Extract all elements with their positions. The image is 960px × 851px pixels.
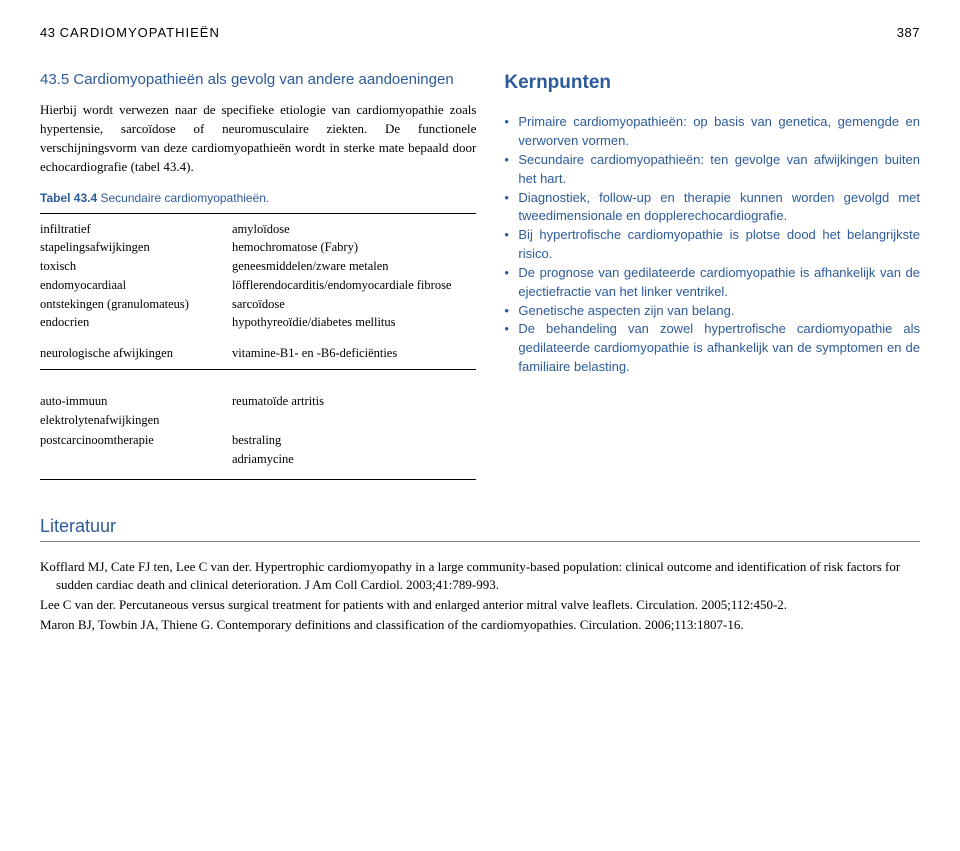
- table-cell: [40, 450, 232, 469]
- reference-item: Maron BJ, Towbin JA, Thiene G. Contempor…: [40, 616, 920, 634]
- chapter-number: 43: [40, 25, 55, 40]
- table-row: infiltratiefamyloïdose: [40, 220, 476, 239]
- right-column: Kernpunten Primaire cardiomyopathieën: o…: [504, 70, 920, 481]
- literatuur-heading: Literatuur: [40, 514, 920, 541]
- section-number: 43.5: [40, 71, 69, 88]
- table-row: toxischgeneesmiddelen/zware metalen: [40, 257, 476, 276]
- kernpunten-list: Primaire cardiomyopathieën: op basis van…: [504, 113, 920, 377]
- kernpunten-item: Secundaire cardiomyopathieën: ten gevolg…: [504, 151, 920, 189]
- table-cell: ontstekingen (granulomateus): [40, 295, 232, 314]
- references-list: Kofflard MJ, Cate FJ ten, Lee C van der.…: [40, 558, 920, 635]
- reference-item: Lee C van der. Percutaneous versus surgi…: [40, 596, 920, 614]
- table-434-gap-row: neurologische afwijkingenvitamine-B1- en…: [40, 344, 476, 363]
- kernpunten-item: De behandeling van zowel hypertrofische …: [504, 320, 920, 377]
- kernpunten-item: De prognose van gedilateerde cardiomyopa…: [504, 264, 920, 302]
- table-cell: endocrien: [40, 313, 232, 332]
- table-cell: endomyocardiaal: [40, 276, 232, 295]
- table-cell: auto-immuun: [40, 392, 232, 411]
- kernpunten-item: Primaire cardiomyopathieën: op basis van…: [504, 113, 920, 151]
- table-row: neurologische afwijkingenvitamine-B1- en…: [40, 344, 476, 363]
- section-title: Cardiomyopathieën als gevolg van andere …: [73, 71, 453, 88]
- table-cell: [232, 411, 476, 430]
- table-cell: vitamine-B1- en -B6-deficiënties: [232, 344, 476, 363]
- table-cell: hemochromatose (Fabry): [232, 238, 476, 257]
- running-header: 43 CARDIOMYOPATHIEËN 387: [40, 24, 920, 42]
- table-cell: geneesmiddelen/zware metalen: [232, 257, 476, 276]
- table-row: adriamycine: [40, 450, 476, 469]
- table-cell: postcarcinoomtherapie: [40, 431, 232, 450]
- table-cell: löfflerendocarditis/endomyocardiale fibr…: [232, 276, 476, 295]
- table-cell: amyloïdose: [232, 220, 476, 239]
- reference-item: Kofflard MJ, Cate FJ ten, Lee C van der.…: [40, 558, 920, 594]
- table-caption-text: Secundaire cardiomyopathieën.: [100, 191, 269, 205]
- left-column: 43.5 Cardiomyopathieën als gevolg van an…: [40, 70, 476, 481]
- table-cell: bestraling: [232, 431, 476, 450]
- table-cell: toxisch: [40, 257, 232, 276]
- table-row: endomyocardiaallöfflerendocarditis/endom…: [40, 276, 476, 295]
- table-cell: adriamycine: [232, 450, 476, 469]
- two-column-layout: 43.5 Cardiomyopathieën als gevolg van an…: [40, 70, 920, 481]
- table-cell: stapelingsafwijkingen: [40, 238, 232, 257]
- table-434-section2: auto-immuunreumatoïde artritiselektrolyt…: [40, 392, 476, 470]
- table-cell: infiltratief: [40, 220, 232, 239]
- section-heading: 43.5 Cardiomyopathieën als gevolg van an…: [40, 70, 476, 90]
- table-row: postcarcinoomtherapiebestraling: [40, 431, 476, 450]
- table-caption: Tabel 43.4 Secundaire cardiomyopathieën.: [40, 190, 476, 206]
- table-cell: hypothyreoïdie/diabetes mellitus: [232, 313, 476, 332]
- chapter-title: CARDIOMYOPATHIEËN: [60, 25, 220, 40]
- table-cell: neurologische afwijkingen: [40, 344, 232, 363]
- table-row: auto-immuunreumatoïde artritis: [40, 392, 476, 411]
- table-cell: elektrolytenafwijkingen: [40, 411, 232, 430]
- kernpunten-item: Diagnostiek, follow-up en therapie kunne…: [504, 189, 920, 227]
- header-left: 43 CARDIOMYOPATHIEËN: [40, 24, 220, 42]
- section-body: Hierbij wordt verwezen naar de specifiek…: [40, 101, 476, 176]
- kernpunten-item: Bij hypertrofische cardiomyopathie is pl…: [504, 226, 920, 264]
- table-row: ontstekingen (granulomateus)sarcoïdose: [40, 295, 476, 314]
- page-number: 387: [897, 24, 920, 42]
- table-434-section1: infiltratiefamyloïdosestapelingsafwijkin…: [40, 220, 476, 333]
- table-434-top: infiltratiefamyloïdosestapelingsafwijkin…: [40, 213, 476, 370]
- table-cell: sarcoïdose: [232, 295, 476, 314]
- kernpunten-item: Genetische aspecten zijn van belang.: [504, 302, 920, 321]
- table-row: endocrienhypothyreoïdie/diabetes mellitu…: [40, 313, 476, 332]
- table-caption-label: Tabel 43.4: [40, 191, 97, 205]
- table-row: elektrolytenafwijkingen: [40, 411, 476, 430]
- kernpunten-heading: Kernpunten: [504, 70, 920, 96]
- table-cell: reumatoïde artritis: [232, 392, 476, 411]
- table-row: stapelingsafwijkingenhemochromatose (Fab…: [40, 238, 476, 257]
- table-434-bottom: auto-immuunreumatoïde artritiselektrolyt…: [40, 382, 476, 481]
